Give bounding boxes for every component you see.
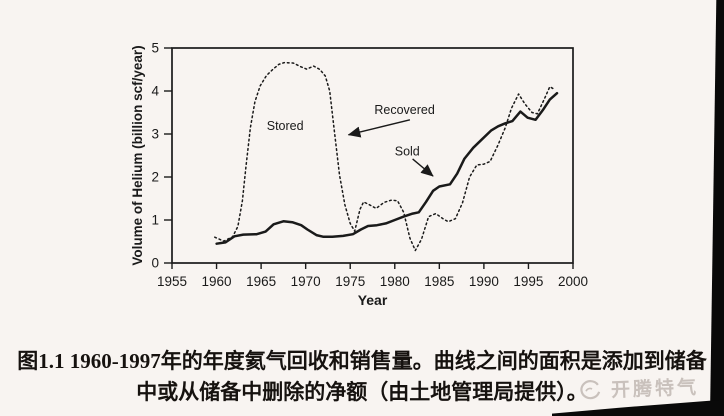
annotation-label-sold: Sold bbox=[395, 145, 420, 159]
annotation-arrow-recovered bbox=[347, 119, 411, 138]
y-axis-tick-label: 0 bbox=[151, 256, 159, 271]
y-axis-tick-label: 3 bbox=[151, 127, 159, 142]
y-axis-tick-label: 4 bbox=[151, 84, 159, 99]
annotation-label-stored: Stored bbox=[267, 119, 304, 133]
series-recovered-line bbox=[214, 61, 556, 252]
x-axis-title: Year bbox=[358, 292, 388, 308]
y-axis-tick-label: 5 bbox=[151, 41, 159, 56]
x-axis-tick-label: 1995 bbox=[513, 274, 543, 289]
x-axis-tick-label: 1990 bbox=[469, 274, 499, 289]
series-sold-line bbox=[215, 91, 559, 245]
chart-series bbox=[214, 61, 559, 252]
annotation-label-recovered: Recovered bbox=[374, 103, 434, 117]
chart-annotations: Stored Recovered Sold bbox=[267, 103, 435, 177]
annotation-arrow-sold bbox=[412, 158, 434, 177]
watermark-swirl-logo-icon bbox=[578, 377, 605, 402]
helium-line-chart: 0 1 2 3 4 5 1955 1960 1965 1970 1975 1980 1985 1990 19… bbox=[130, 41, 588, 309]
x-axis-tick-label: 1965 bbox=[246, 274, 276, 289]
x-axis-tick-label: 1985 bbox=[424, 274, 454, 289]
x-axis-tick-label: 1970 bbox=[291, 274, 321, 289]
x-axis-tick-label: 2000 bbox=[558, 274, 588, 289]
y-axis-tick-label: 1 bbox=[151, 213, 159, 228]
watermark: 开腾特气 bbox=[578, 371, 724, 403]
y-axis-tick-label: 2 bbox=[151, 170, 159, 185]
watermark-text: 开腾特气 bbox=[610, 377, 700, 402]
figure-caption-line2: 中或从储备中删除的净额（由土地管理局提供）。 bbox=[136, 380, 588, 404]
x-axis-tick-label: 1960 bbox=[202, 274, 232, 289]
figure-caption-line1: 图1.1 1960-1997年的年度氦气回收和销售量。曲线之间的面积是添加到储备 bbox=[17, 349, 707, 373]
plot-frame bbox=[171, 47, 574, 264]
x-axis-tick-label: 1975 bbox=[335, 274, 365, 289]
figure-caption: 图1.1 1960-1997年的年度氦气回收和销售量。曲线之间的面积是添加到储备… bbox=[0, 346, 724, 408]
x-axis-tick-label: 1980 bbox=[380, 274, 410, 289]
x-axis-tick-label: 1955 bbox=[157, 274, 187, 289]
chart-axes: 0 1 2 3 4 5 1955 1960 1965 1970 1975 1980 1985 1990 19… bbox=[130, 41, 588, 309]
y-axis-title: Volume of Helium (billion scf/year) bbox=[130, 45, 145, 265]
